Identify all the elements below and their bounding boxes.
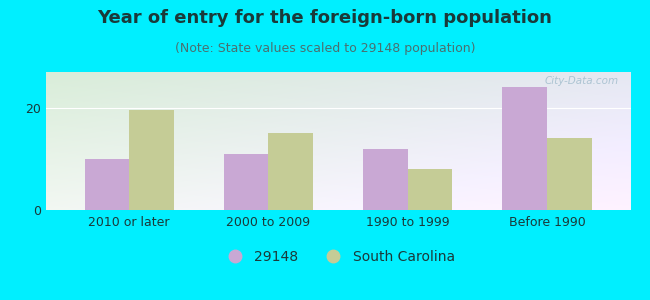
Bar <box>224 154 268 210</box>
Bar <box>502 87 547 210</box>
Bar <box>408 169 452 210</box>
Bar <box>84 159 129 210</box>
Bar <box>129 110 174 210</box>
Text: (Note: State values scaled to 29148 population): (Note: State values scaled to 29148 popu… <box>175 42 475 55</box>
Legend: 29148, South Carolina: 29148, South Carolina <box>216 244 460 269</box>
Text: City-Data.com: City-Data.com <box>545 76 619 86</box>
Bar <box>547 138 592 210</box>
Bar <box>268 133 313 210</box>
Text: Year of entry for the foreign-born population: Year of entry for the foreign-born popul… <box>98 9 552 27</box>
Bar <box>363 149 408 210</box>
